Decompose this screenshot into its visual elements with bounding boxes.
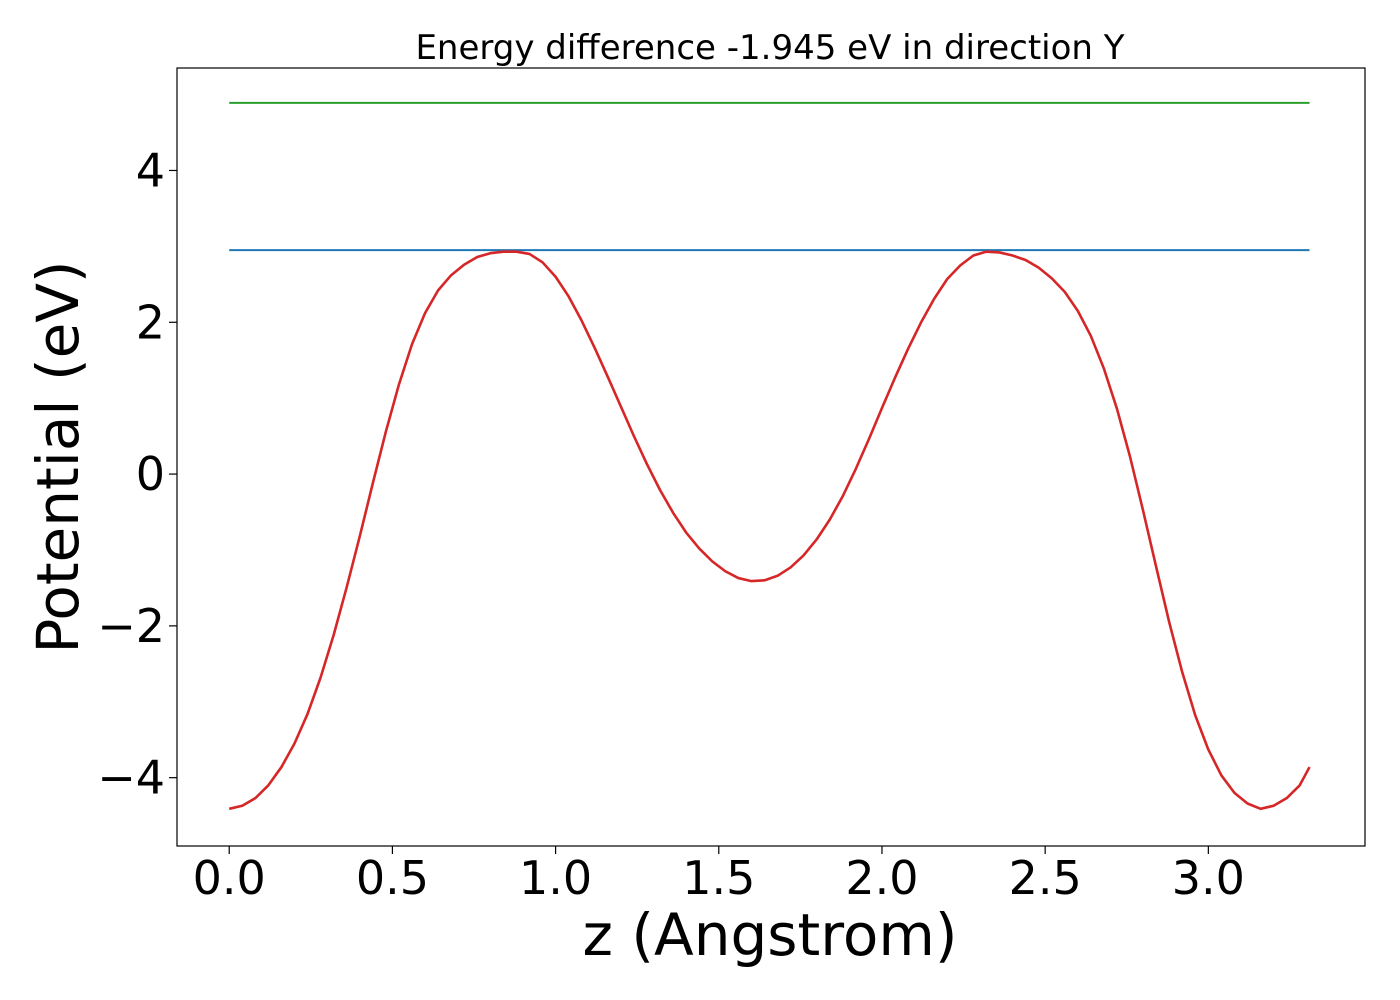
x-tick-label: 0.5 bbox=[356, 851, 429, 905]
plot-frame bbox=[176, 67, 1366, 847]
y-tick-label: −4 bbox=[97, 751, 165, 805]
y-axis: −4 −2 0 2 4 bbox=[97, 143, 177, 805]
x-tick-label: 2.0 bbox=[845, 851, 918, 905]
x-axis-label: z (Angstrom) bbox=[583, 901, 958, 969]
x-tick-label: 0.0 bbox=[193, 851, 266, 905]
chart-title: Energy difference -1.945 eV in direction… bbox=[415, 28, 1124, 68]
x-tick-label: 1.5 bbox=[682, 851, 755, 905]
y-tick-label: 0 bbox=[136, 447, 165, 501]
x-axis: 0.0 0.5 1.0 1.5 2.0 2.5 3.0 bbox=[193, 846, 1245, 905]
y-tick-label: −2 bbox=[97, 599, 165, 653]
series-layer bbox=[228, 101, 1311, 811]
x-tick-label: 3.0 bbox=[1172, 851, 1245, 905]
y-tick-label: 4 bbox=[136, 143, 165, 197]
x-tick-label: 1.0 bbox=[519, 851, 592, 905]
series-line-0 bbox=[228, 250, 1311, 811]
y-axis-label: Potential (eV) bbox=[24, 260, 92, 653]
y-tick-label: 2 bbox=[136, 295, 165, 349]
x-tick-label: 2.5 bbox=[1009, 851, 1082, 905]
